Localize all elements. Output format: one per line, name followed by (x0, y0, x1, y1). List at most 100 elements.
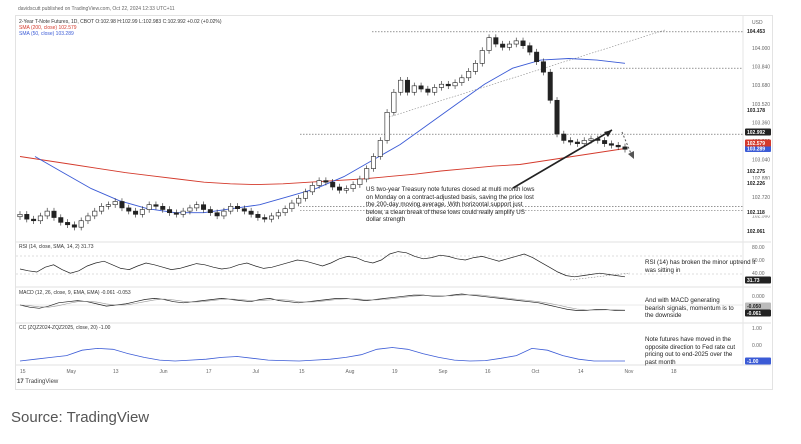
price-tick: 103.840 (752, 65, 770, 71)
candle-body (119, 201, 125, 209)
sma200-line (19, 148, 626, 186)
macd-tick: 0.000 (752, 294, 765, 300)
price-tick: 103.360 (752, 120, 770, 126)
candle-body (459, 77, 465, 83)
forecast-arrow (621, 131, 633, 157)
time-tick: 18 (671, 369, 677, 375)
candle-body (207, 209, 213, 214)
badge-macd-b-bg (745, 309, 771, 317)
candle-body (411, 85, 417, 93)
candle-body (65, 222, 71, 226)
macd-signal-line (19, 294, 626, 311)
candle-body (78, 220, 84, 228)
cc-line (19, 347, 625, 362)
candle-body (235, 205, 241, 210)
candle-body (160, 205, 166, 210)
candle-body (588, 138, 594, 141)
candle-body (520, 40, 526, 46)
candle-body (228, 205, 234, 212)
candle-body (241, 208, 247, 212)
candle-body (133, 210, 139, 215)
candle-body (24, 214, 30, 220)
price-tick: 104.000 (752, 46, 770, 52)
badge-sma200-bg (745, 139, 771, 147)
annotation-arrow (512, 129, 613, 189)
candle-body (568, 140, 574, 143)
rsi-tick: 60.00 (752, 258, 765, 264)
candle-body (282, 208, 288, 214)
cc-annotation: Note futures have moved in the opposite … (645, 336, 736, 366)
candle-body (493, 37, 499, 45)
time-tick: 15 (299, 369, 305, 375)
badge-level1-bg (745, 106, 771, 114)
time-tick: 13 (113, 369, 119, 375)
candle-body (58, 217, 64, 223)
rsi-tick: 80.00 (752, 245, 765, 251)
candle-body (92, 210, 98, 217)
candle-body (336, 186, 342, 191)
time-tick: 14 (578, 369, 584, 375)
candle-body (309, 185, 315, 193)
candle-body (364, 168, 370, 180)
candle-body (622, 146, 628, 150)
candle-body (445, 83, 451, 87)
symbol-legend: 2-Year T-Note Futures, 1D, CBOT O:102.98… (19, 19, 222, 25)
candle-body (105, 204, 111, 207)
candle-body (296, 197, 302, 204)
sma50-line (34, 58, 626, 214)
candle-body (404, 79, 410, 93)
candle-body (248, 210, 254, 215)
candle-body (187, 207, 193, 212)
candle-body (513, 40, 519, 45)
badge-level4: 102.118 (747, 210, 765, 216)
sma200-legend: SMA (200, close) 102.579 (19, 25, 77, 31)
candle-body (289, 202, 295, 210)
time-tick: Oct (532, 369, 540, 375)
candle-body (330, 181, 336, 188)
candle-body (540, 61, 546, 73)
badge-level3: 102.226 (747, 181, 765, 187)
badge-level1: 103.178 (747, 108, 765, 114)
time-tick: Nov (625, 369, 634, 375)
time-tick: May (67, 369, 77, 375)
candle-body (554, 99, 560, 135)
badge-sma200: 102.579 (747, 141, 765, 147)
candle-body (486, 37, 492, 51)
candle-body (303, 191, 309, 199)
candle-body (99, 205, 105, 212)
published-line: davidscutt published on TradingView.com,… (18, 6, 175, 12)
macd-annotation: And with MACD generating bearish signals… (645, 297, 734, 320)
tradingview-icon: 17 (17, 379, 24, 385)
candle-body (323, 180, 329, 183)
candle-body (534, 51, 540, 63)
time-tick: 19 (392, 369, 398, 375)
candle-body (574, 141, 580, 144)
price-tick: 103.040 (752, 158, 770, 164)
candle-body (139, 209, 145, 215)
candle-body (506, 43, 512, 48)
candle-body (37, 215, 43, 222)
badge-level4-bg (745, 208, 771, 216)
chart-panel[interactable] (15, 15, 773, 390)
candle-body (31, 218, 37, 222)
candle-body (438, 83, 444, 88)
candle-body (370, 156, 376, 169)
candle-body (194, 204, 200, 209)
price-tick: 103.680 (752, 83, 770, 89)
cc-tick: 0.00 (752, 343, 762, 349)
sma50-legend: SMA (50, close) 103.289 (19, 31, 74, 37)
candle-body (262, 217, 268, 220)
badge-sma50: 103.289 (747, 146, 765, 152)
time-tick: Sep (439, 369, 448, 375)
badge-level2-bg (745, 167, 771, 175)
candle-body (479, 50, 485, 64)
candle-body (214, 212, 220, 217)
badge-macd-a-bg (745, 302, 771, 310)
currency-label: USD (752, 20, 763, 26)
source-caption: Source: TradingView (11, 409, 150, 426)
candle-body (547, 71, 553, 101)
price-tick: 102.560 (752, 213, 770, 219)
badge-last: 102.992 (747, 130, 765, 136)
candle-body (180, 210, 186, 215)
